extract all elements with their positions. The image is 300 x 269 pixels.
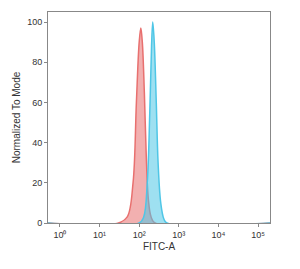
- svg-text:0: 0: [37, 218, 42, 228]
- svg-text:10⁴: 10⁴: [211, 230, 225, 240]
- svg-text:FITC-A: FITC-A: [143, 241, 176, 252]
- svg-text:10¹: 10¹: [93, 230, 106, 240]
- svg-text:40: 40: [32, 138, 42, 148]
- svg-text:10²: 10²: [133, 230, 146, 240]
- svg-text:80: 80: [32, 57, 42, 67]
- svg-text:Normalized To Mode: Normalized To Mode: [11, 71, 22, 163]
- svg-text:20: 20: [32, 178, 42, 188]
- svg-text:10⁵: 10⁵: [251, 230, 265, 240]
- svg-text:10³: 10³: [172, 230, 185, 240]
- svg-text:100: 100: [27, 17, 42, 27]
- svg-text:10⁰: 10⁰: [53, 230, 66, 240]
- svg-text:60: 60: [32, 98, 42, 108]
